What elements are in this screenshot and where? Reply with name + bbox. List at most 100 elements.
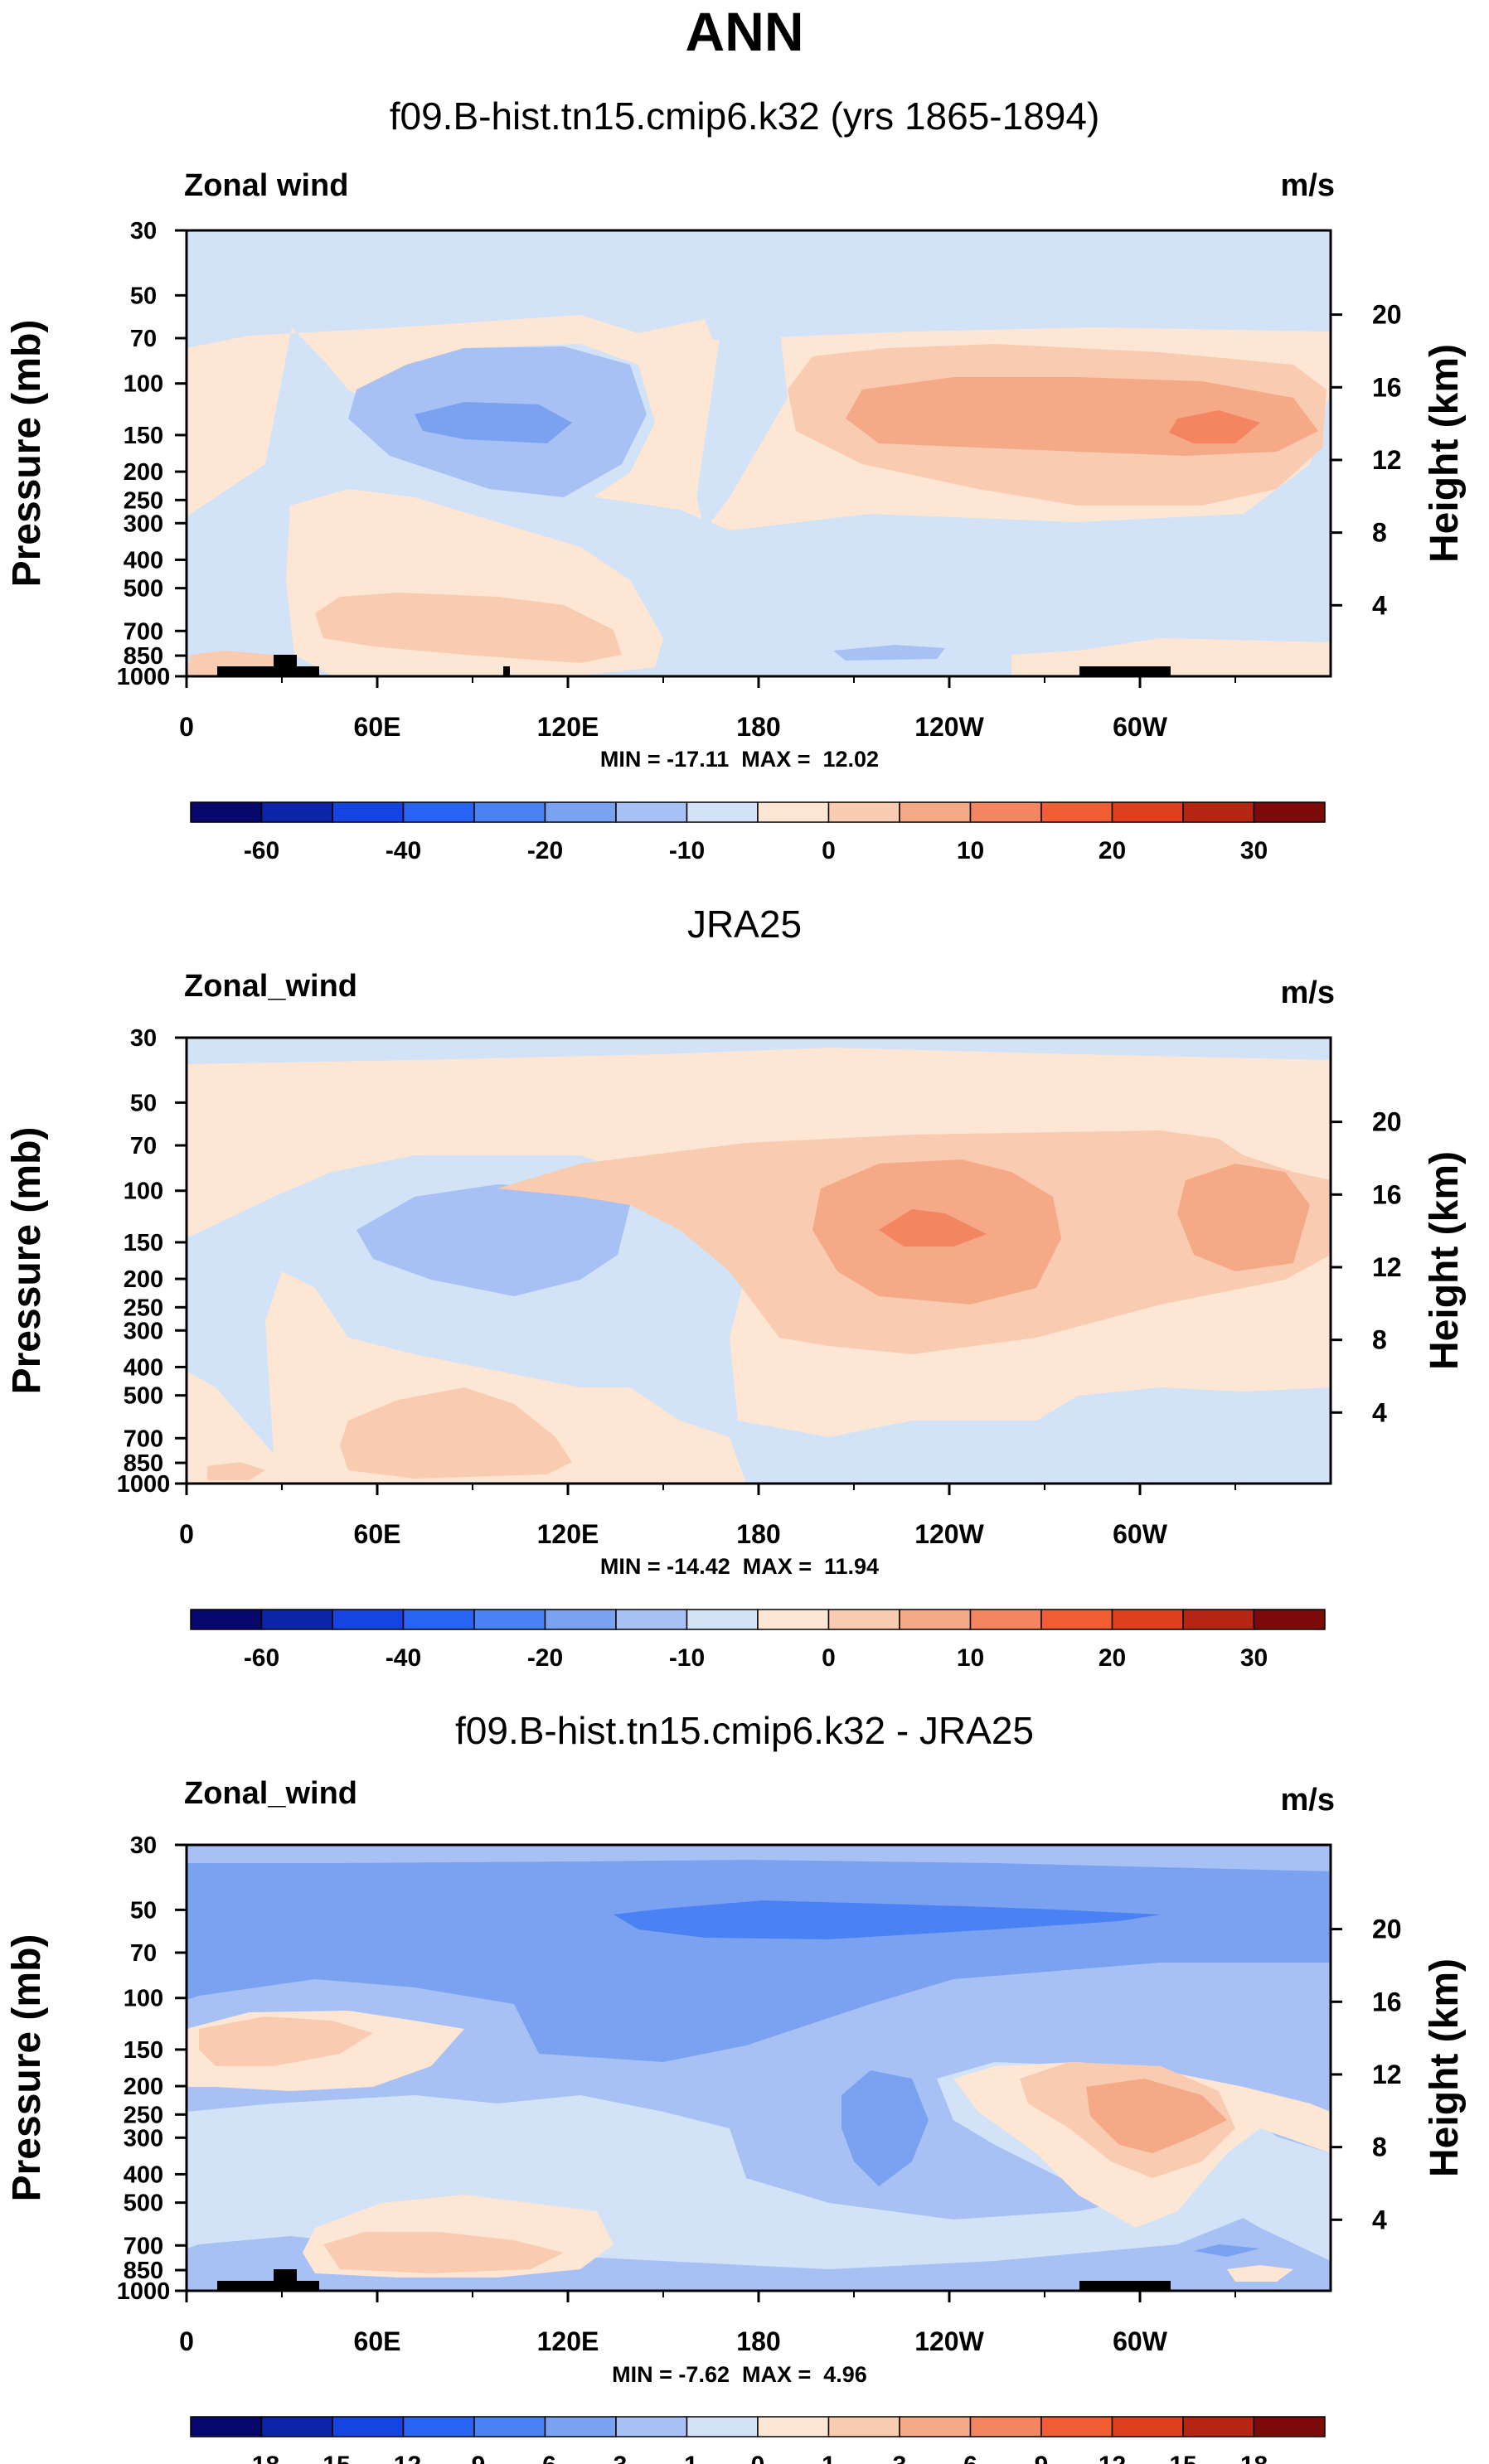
panel-3-longitude-tick-label: 180 bbox=[736, 2326, 780, 2356]
panel-3-colorbar-swatch bbox=[1253, 2416, 1326, 2437]
panel-1-colorbar-label: 0 bbox=[822, 837, 836, 862]
panel-1-colorbar-label: -20 bbox=[527, 837, 563, 862]
panel-1-pressure-tick-label: 200 bbox=[124, 459, 163, 486]
panel-2-colorbar-label: -10 bbox=[669, 1644, 705, 1669]
panel-2-longitude-tick-label: 120W bbox=[914, 1519, 984, 1549]
panel-3-colorbar-swatch bbox=[544, 2416, 617, 2437]
panel-2-colorbar-label: 20 bbox=[1099, 1644, 1126, 1669]
panel-3-pressure-tick-label: 400 bbox=[124, 2161, 163, 2188]
panel-2-pressure-tick-label: 850 bbox=[124, 1450, 163, 1477]
page-title: ANN bbox=[685, 1, 804, 62]
panel-1-colorbar-swatch bbox=[1111, 801, 1184, 823]
panel-3-longitude-tick-label: 60W bbox=[1113, 2326, 1168, 2356]
panel-1-colorbar: -60 -40 -20 -10 0 10 20 30 bbox=[190, 801, 1326, 862]
panel-3-pressure-tick-label: 50 bbox=[130, 1897, 157, 1924]
panel-3-colorbar-label: 6 bbox=[963, 2452, 977, 2464]
panel-1-colorbar-swatch bbox=[473, 801, 546, 823]
panel-2-height-tick-label: 8 bbox=[1372, 1325, 1387, 1355]
panel-3-units-label: m/s bbox=[1280, 1783, 1335, 1818]
panel-2-contour-pos-tiny bbox=[207, 1462, 265, 1480]
panel-1-contour-neg-light-right bbox=[696, 323, 788, 530]
panel-3-colorbar-swatch bbox=[1182, 2416, 1255, 2437]
panel-1-colorbar-swatch bbox=[402, 801, 475, 823]
panel-1-colorbar-label: -10 bbox=[669, 837, 705, 862]
panel-3-height-axis: 20 16 12 8 4 bbox=[1331, 1915, 1402, 2234]
panel-1-colorbar-label: 30 bbox=[1240, 837, 1268, 862]
panel-3-height-tick-label: 8 bbox=[1372, 2132, 1387, 2162]
panel-1-contour-pos-low-left bbox=[315, 593, 622, 663]
panel-2-contour-pos-strong-right bbox=[1177, 1164, 1310, 1271]
panel-1-minmax: MIN = -17.11 MAX = 12.02 bbox=[599, 747, 880, 772]
panel-2-contour-pos-low bbox=[340, 1387, 572, 1479]
panel-2-colorbar-label: -20 bbox=[527, 1644, 563, 1669]
panel-3-colorbar-label: 12 bbox=[1099, 2452, 1126, 2464]
panel-2-height-tick-label: 20 bbox=[1372, 1107, 1402, 1137]
panel-2-colorbar-swatch bbox=[1111, 1609, 1184, 1630]
panel-2-pressure-tick-label: 30 bbox=[130, 1025, 157, 1052]
panel-3-colorbar-label: 18 bbox=[1240, 2452, 1268, 2464]
panel-3-colorbar-swatch bbox=[827, 2416, 900, 2437]
panel-2-pressure-tick-label: 1000 bbox=[117, 1471, 171, 1498]
panel-2-colorbar-swatch bbox=[615, 1609, 688, 1630]
panel-2-colorbar: -60 -40 -20 -10 0 10 20 30 bbox=[190, 1609, 1326, 1669]
panel-2-longitude-tick-label: 60E bbox=[354, 1519, 401, 1549]
panel-1-ylabel-right: Height (km) bbox=[1423, 344, 1467, 563]
panel-3-topography-andes bbox=[1079, 2281, 1171, 2291]
panel-2-longitude-axis: 0 60E 120E 180 120W 60W bbox=[179, 1484, 1236, 1549]
panel-3-colorbar-label: 3 bbox=[893, 2452, 907, 2464]
panel-2-colorbar-swatch bbox=[899, 1609, 972, 1630]
panel-2-height-tick-label: 16 bbox=[1372, 1179, 1402, 1209]
panel-3-contour-pos-strong-right bbox=[1086, 2079, 1227, 2153]
panel-3-plot-area bbox=[185, 1843, 1332, 2292]
panel-2-longitude-tick-label: 180 bbox=[736, 1519, 780, 1549]
panel-3-pressure-tick-label: 300 bbox=[124, 2125, 163, 2152]
panel-3-colorbar-swatch bbox=[969, 2416, 1042, 2437]
panel-3-longitude-tick-label: 60E bbox=[354, 2326, 401, 2356]
panel-1-colorbar-swatch bbox=[1253, 801, 1326, 823]
panel-3-colorbar-swatch bbox=[615, 2416, 688, 2437]
panel-3-colorbar-swatch bbox=[332, 2416, 405, 2437]
panel-2-colorbar-swatch bbox=[473, 1609, 546, 1630]
panel-3-topography-asia bbox=[217, 2269, 319, 2291]
panel-3-variable-label: Zonal_wind bbox=[184, 1776, 357, 1811]
panel-1-colorbar-swatch bbox=[190, 801, 263, 823]
panel-3-longitude-axis: 0 60E 120E 180 120W 60W bbox=[179, 2291, 1236, 2356]
panel-2-contour-top-band bbox=[187, 1038, 1331, 1064]
panel-1-variable-label: Zonal wind bbox=[184, 168, 349, 203]
panel-3-height-tick-label: 16 bbox=[1372, 1987, 1402, 2016]
panel-3-minmax: MIN = -7.62 MAX = 4.96 bbox=[612, 2362, 867, 2387]
panel-1-height-tick-label: 8 bbox=[1372, 518, 1387, 548]
panel-3-colorbar-swatch bbox=[1040, 2416, 1113, 2437]
panel-3-pressure-tick-label: 70 bbox=[130, 1940, 157, 1967]
panel-3-pressure-tick-label: 30 bbox=[130, 1832, 157, 1859]
panel-3-contour-top-light bbox=[187, 1845, 1331, 1863]
panel-3-pressure-tick-label: 500 bbox=[124, 2190, 163, 2217]
panel-1-colorbar-swatch bbox=[969, 801, 1042, 823]
panel-1-height-tick-label: 20 bbox=[1372, 300, 1402, 330]
panel-2-ylabel-right: Height (km) bbox=[1423, 1151, 1467, 1370]
panel-1-pressure-tick-label: 30 bbox=[130, 218, 157, 244]
panel-3-contour-neg-tiny bbox=[1194, 2244, 1260, 2257]
panel-1-colorbar-swatch bbox=[544, 801, 617, 823]
panel-3-contour-neg-blob bbox=[842, 2070, 929, 2186]
panel-2-contour-neg-mid bbox=[356, 1184, 630, 1296]
panel-1-longitude-tick-label: 0 bbox=[179, 712, 194, 742]
panel-1-pressure-tick-label: 250 bbox=[124, 487, 163, 514]
panel-1-longitude-tick-label: 120E bbox=[537, 712, 599, 742]
panel-3-height-tick-label: 12 bbox=[1372, 2060, 1402, 2089]
panel-3-ylabel-right: Height (km) bbox=[1423, 1958, 1467, 2177]
panel-1-colorbar-swatch bbox=[332, 801, 405, 823]
panel-2-colorbar-swatch bbox=[1040, 1609, 1113, 1630]
panel-3-colorbar-swatch bbox=[190, 2416, 263, 2437]
panel-3-longitude-tick-label: 120E bbox=[537, 2326, 599, 2356]
panel-3-colorbar-label: 9 bbox=[1035, 2452, 1049, 2464]
panel-1-ylabel: Pressure (mb) bbox=[5, 320, 49, 588]
panel-2-pressure-tick-label: 50 bbox=[130, 1090, 157, 1116]
panel-1-pressure-tick-label: 100 bbox=[124, 371, 163, 398]
panel-1-longitude-tick-label: 60E bbox=[354, 712, 401, 742]
panel-2-colorbar-swatch bbox=[827, 1609, 900, 1630]
panel-1-colorbar-swatch bbox=[686, 801, 759, 823]
panel-2-pressure-tick-label: 250 bbox=[124, 1295, 163, 1321]
